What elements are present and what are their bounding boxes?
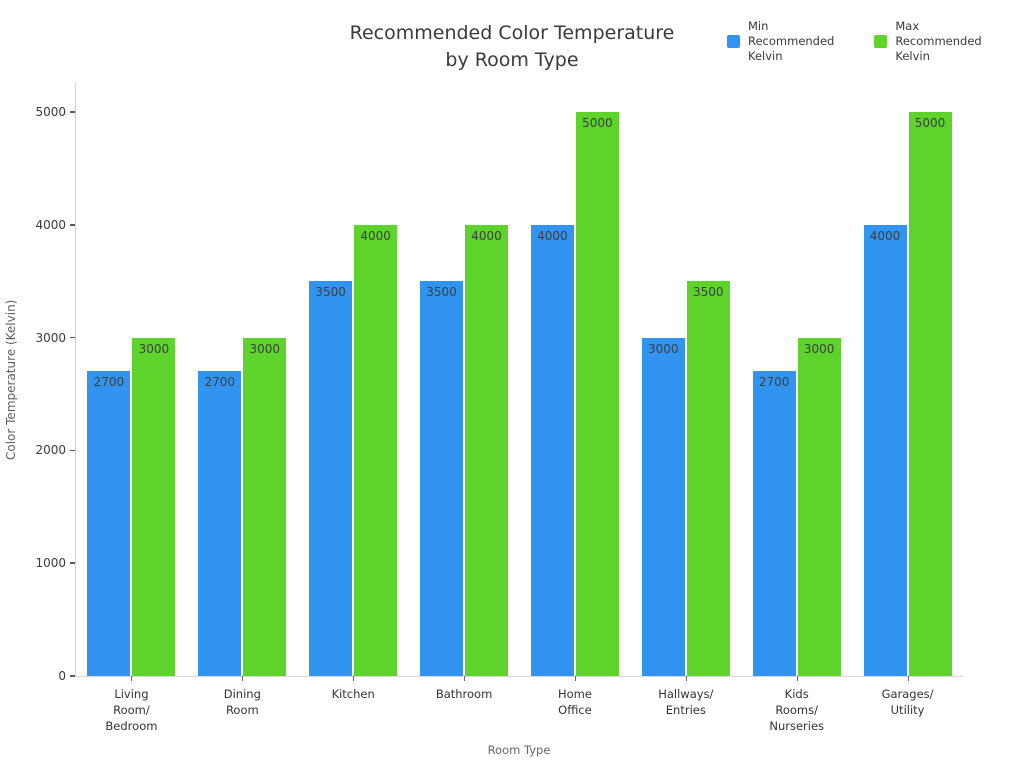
bar-value-label: 4000 bbox=[869, 228, 901, 243]
y-tick: 0 bbox=[58, 669, 75, 683]
bar-max: 5000 bbox=[908, 112, 952, 676]
x-tick-mark bbox=[574, 676, 576, 681]
x-category-label: Hallways/ Entries bbox=[658, 687, 714, 717]
bar-value-label: 4000 bbox=[360, 228, 391, 243]
y-tick-mark bbox=[70, 111, 75, 113]
bar-group: 2700 3000 Living Room/ Bedroom bbox=[76, 83, 187, 733]
bar-value-label: 3500 bbox=[426, 285, 457, 300]
y-tick: 2000 bbox=[35, 443, 75, 457]
bar-min: 3000 bbox=[641, 337, 685, 676]
y-tick-label: 2000 bbox=[35, 443, 66, 458]
y-tick: 4000 bbox=[35, 218, 75, 232]
x-category-label: Kitchen bbox=[331, 687, 375, 701]
bar-value-label: 3000 bbox=[803, 341, 835, 356]
y-tick: 1000 bbox=[35, 556, 75, 570]
bar-min: 2700 bbox=[198, 371, 242, 676]
bar-max: 5000 bbox=[575, 112, 619, 676]
bar-value-label: 2700 bbox=[758, 375, 790, 390]
y-axis-title: Color Temperature (Kelvin) bbox=[4, 299, 18, 461]
y-tick: 5000 bbox=[35, 105, 75, 119]
x-category-label: Bathroom bbox=[435, 687, 493, 701]
y-tick-mark bbox=[70, 224, 75, 226]
x-tick-mark bbox=[242, 676, 244, 681]
bar-value-label: 2700 bbox=[204, 375, 236, 390]
x-tick-mark bbox=[353, 676, 355, 681]
bar-min: 3500 bbox=[420, 281, 464, 676]
bar-group: 3500 4000 Kitchen bbox=[298, 83, 409, 701]
x-axis-title: Room Type bbox=[487, 743, 551, 757]
bar-max: 4000 bbox=[465, 224, 509, 676]
chart-title-line1: Recommended Color Temperature bbox=[349, 22, 675, 44]
legend-item-min: Min Recommended Kelvin bbox=[727, 19, 834, 64]
bar-value-label: 3000 bbox=[249, 341, 281, 356]
y-tick-label: 1000 bbox=[35, 556, 66, 571]
legend: Min Recommended Kelvin Max Recommended K… bbox=[727, 19, 982, 64]
y-tick-label: 4000 bbox=[35, 217, 66, 232]
bar-group: 3000 3500 Hallways/ Entries bbox=[630, 83, 741, 717]
bar-value-label: 5000 bbox=[914, 116, 946, 130]
bar-value-label: 5000 bbox=[582, 116, 613, 130]
bar-value-label: 3500 bbox=[315, 285, 346, 300]
legend-item-max: Max Recommended Kelvin bbox=[874, 19, 982, 64]
bar-max: 3000 bbox=[132, 337, 176, 676]
bar-pair: 2700 3000 bbox=[187, 337, 298, 676]
bar-min: 3500 bbox=[309, 281, 353, 676]
bar-min: 4000 bbox=[863, 224, 907, 676]
x-tick-mark bbox=[796, 676, 798, 681]
bar-group: 2700 3000 Kids Rooms/ Nurseries bbox=[741, 83, 852, 733]
bar-pair: 3500 4000 bbox=[409, 224, 520, 676]
bar-value-label: 4000 bbox=[471, 228, 502, 243]
y-tick: 3000 bbox=[35, 331, 75, 345]
bar-pair: 2700 3000 bbox=[741, 337, 852, 676]
legend-label-max: Max Recommended Kelvin bbox=[895, 19, 982, 63]
x-tick-mark bbox=[131, 676, 133, 681]
bar-value-label: 3500 bbox=[693, 285, 724, 300]
y-tick-label: 3000 bbox=[35, 330, 66, 345]
bar-group: 4000 5000 Garages/ Utility bbox=[852, 83, 963, 717]
y-tick-mark bbox=[70, 562, 75, 564]
bar-pair: 3500 4000 bbox=[298, 224, 409, 676]
x-tick-mark bbox=[907, 676, 909, 681]
legend-swatch-min-icon bbox=[727, 35, 740, 48]
chart-title-line2: by Room Type bbox=[445, 49, 579, 71]
bar-pair: 2700 3000 bbox=[76, 337, 187, 676]
x-category-label: Home Office bbox=[557, 687, 592, 717]
bar-pair: 4000 5000 bbox=[852, 112, 963, 676]
bar-max: 3500 bbox=[686, 281, 730, 676]
bar-value-label: 2700 bbox=[93, 375, 125, 390]
bar-group: 2700 3000 Dining Room bbox=[187, 83, 298, 717]
y-tick-mark bbox=[70, 449, 75, 452]
bar-min: 2700 bbox=[752, 371, 796, 676]
plot-area: 0 1000 2000 3000 4000 5000 2700 3000 Living Roo… bbox=[35, 83, 963, 733]
bar-groups: 2700 3000 Living Room/ Bedroom 2700 3000 Dini… bbox=[76, 83, 963, 733]
bar-value-label: 3000 bbox=[648, 341, 679, 356]
legend-label-min: Min Recommended Kelvin bbox=[748, 19, 835, 63]
chart-title: Recommended Color Temperature by Room Ty… bbox=[0, 20, 1024, 74]
bar-group: 4000 5000 Home Office bbox=[520, 83, 631, 717]
x-tick-mark bbox=[464, 676, 466, 681]
y-tick-label: 0 bbox=[58, 669, 66, 683]
y-tick-mark bbox=[70, 336, 75, 339]
x-tick-mark bbox=[685, 676, 687, 681]
bar-pair: 4000 5000 bbox=[520, 112, 631, 676]
bar-value-label: 3000 bbox=[138, 341, 170, 356]
bar-max: 4000 bbox=[354, 224, 398, 676]
legend-swatch-max-icon bbox=[874, 35, 888, 48]
x-category-label: Living Room/ Bedroom bbox=[105, 687, 158, 733]
x-category-label: Garages/ Utility bbox=[881, 687, 934, 717]
x-category-label: Dining Room bbox=[223, 687, 261, 717]
y-tick-label: 5000 bbox=[35, 105, 66, 119]
bar-group: 3500 4000 Bathroom bbox=[409, 83, 520, 701]
bar-min: 4000 bbox=[530, 224, 574, 676]
bar-value-label: 4000 bbox=[537, 228, 568, 243]
x-category-label: Kids Rooms/ Nurseries bbox=[769, 687, 825, 733]
bar-max: 3000 bbox=[243, 337, 287, 676]
bar-max: 3000 bbox=[797, 337, 841, 676]
y-tick-mark bbox=[70, 675, 75, 677]
bar-min: 2700 bbox=[87, 371, 131, 676]
bar-pair: 3000 3500 bbox=[630, 281, 741, 676]
